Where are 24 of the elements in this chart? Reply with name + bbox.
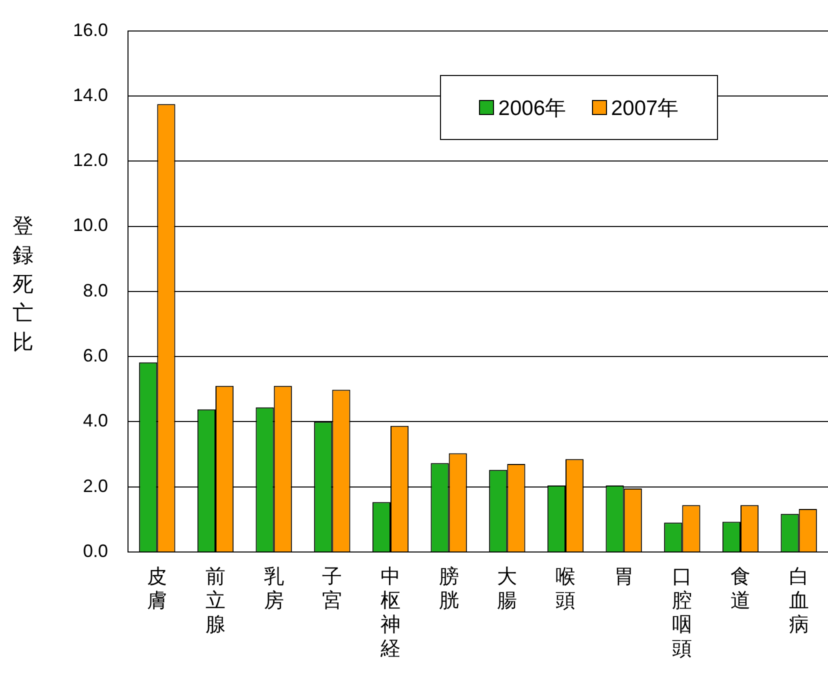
y-axis-title: 登録死亡比	[12, 213, 34, 356]
y-tick-label: 0.0	[82, 540, 108, 561]
y-tick-label: 6.0	[82, 346, 108, 366]
y-tick-label: 12.0	[72, 150, 108, 170]
x-tick-label: 喉頭	[556, 564, 576, 612]
legend-label: 2006年	[498, 96, 566, 122]
x-tick-label: 胃	[614, 564, 634, 588]
y-tick-label: 16.0	[72, 20, 108, 40]
x-tick-label: 膀胱	[438, 564, 459, 612]
x-tick-label: 皮膚	[147, 564, 168, 612]
y-tick-label: 10.0	[72, 215, 108, 236]
x-tick-label: 前立腺	[206, 564, 226, 636]
legend-label: 2007年	[611, 96, 679, 122]
y-tick-label: 8.0	[82, 280, 108, 300]
x-tick-label: 子宮	[322, 564, 342, 612]
x-tick-label: 乳房	[264, 564, 284, 612]
y-tick-label: 4.0	[82, 410, 108, 431]
y-tick-label: 2.0	[82, 476, 108, 496]
y-tick-label: 14.0	[72, 84, 108, 105]
x-tick-label: 食道	[730, 564, 750, 612]
x-tick-label: 中枢神経	[380, 564, 400, 660]
x-tick-label: 口腔咽頭	[672, 564, 692, 660]
x-tick-label: 白血病	[788, 564, 809, 636]
x-tick-label: 大腸	[497, 564, 518, 612]
